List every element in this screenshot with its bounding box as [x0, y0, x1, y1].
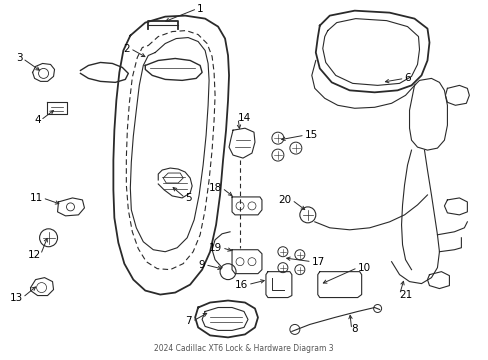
Text: 12: 12: [27, 250, 41, 260]
Text: 20: 20: [278, 195, 291, 205]
Text: 2024 Cadillac XT6 Lock & Hardware Diagram 3: 2024 Cadillac XT6 Lock & Hardware Diagra…: [154, 344, 333, 353]
Text: 21: 21: [399, 289, 412, 300]
Text: 19: 19: [208, 243, 222, 253]
Text: 11: 11: [29, 193, 42, 203]
Text: 6: 6: [404, 73, 410, 84]
Text: 17: 17: [311, 257, 325, 267]
Text: 10: 10: [357, 263, 370, 273]
Text: 9: 9: [198, 260, 204, 270]
Text: 18: 18: [208, 183, 222, 193]
Text: 2: 2: [123, 44, 130, 54]
Text: 13: 13: [9, 293, 22, 302]
Text: 8: 8: [351, 324, 358, 334]
Text: 14: 14: [238, 113, 251, 123]
Text: 5: 5: [185, 193, 191, 203]
Text: 3: 3: [16, 54, 22, 63]
Text: 15: 15: [304, 130, 317, 140]
Text: 4: 4: [34, 115, 41, 125]
Text: 16: 16: [234, 280, 247, 289]
Text: 7: 7: [185, 316, 192, 327]
Text: 1: 1: [197, 4, 203, 14]
